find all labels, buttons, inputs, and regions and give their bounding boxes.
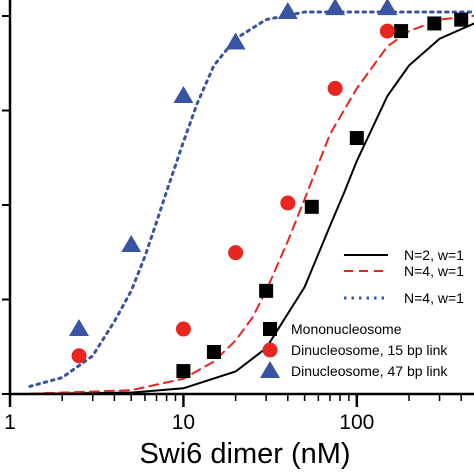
axis-ticks: 1 10 100 [2,15,462,434]
mononucleosome-point [206,344,221,359]
legend-marker-dinucleosome-15-bp-link [262,342,278,358]
fit-curves [28,10,474,394]
dinucleosome-47-bp-link-point [377,0,398,16]
dinucleosome-47-bp-link-point [325,0,346,16]
legend-label: Dinucleosome, 47 bp link [291,363,448,379]
dinucleosome-15-bp-link-point [379,23,395,39]
dinucleosome-15-bp-link-point [280,195,296,211]
dinucleosome-15-bp-link-point [228,245,244,261]
fit-curve-dashed [28,14,474,394]
mononucleosome-point [176,364,191,379]
legend: N=2, w=1N=4, w=1N=4, w=1MononucleosomeDi… [260,247,464,379]
x-tick-label: 10 [172,411,195,434]
x-tick-label: 100 [339,411,374,434]
fit-curve-solid [28,22,474,394]
fit-curve-dotted [28,10,474,388]
legend-label: N=4, w=1 [404,290,464,306]
x-tick-label: 1 [4,411,16,434]
mononucleosome-point [349,131,364,146]
legend-label: N=4, w=1 [404,263,464,279]
legend-label: N=2, w=1 [404,247,464,263]
dinucleosome-47-bp-link-point [277,2,298,19]
mononucleosome-point [304,199,319,214]
mononucleosome-point [427,16,442,31]
dinucleosome-47-bp-link-point [225,32,246,50]
dinucleosome-15-bp-link-point [175,321,191,337]
mononucleosome-point [259,283,274,298]
legend-marker-mononucleosome [263,322,277,336]
x-axis-label: Swi6 dimer (nM) [139,438,350,470]
dinucleosome-47-bp-link-point [121,235,142,253]
dinucleosome-15-bp-link-point [327,80,343,96]
axes [8,0,474,396]
dinucleosome-47-bp-link-point [69,319,90,337]
data-points [69,0,469,379]
dinucleosome-15-bp-link-point [71,348,87,364]
mononucleosome-point [454,12,469,27]
mononucleosome-point [394,24,409,39]
dinucleosome-47-bp-link-point [173,86,194,104]
legend-label: Mononucleosome [291,321,402,337]
legend-label: Dinucleosome, 15 bp link [291,342,448,358]
legend-marker-dinucleosome-47-bp-link [260,361,280,378]
